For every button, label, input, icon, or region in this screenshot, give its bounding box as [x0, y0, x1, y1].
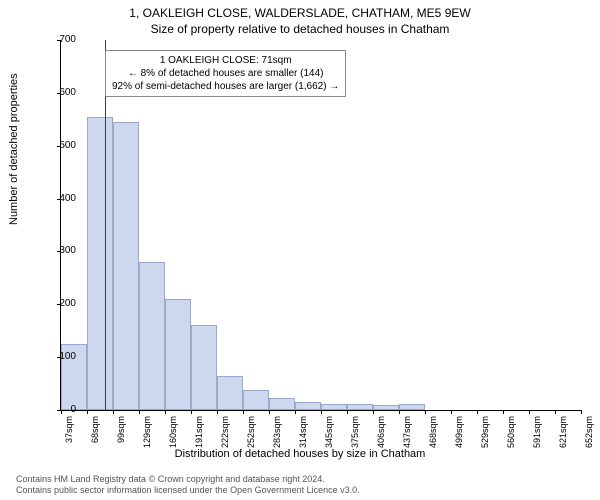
xtick-mark — [191, 410, 192, 414]
xtick-mark — [451, 410, 452, 414]
xtick-mark — [295, 410, 296, 414]
xtick-label: 499sqm — [454, 416, 464, 454]
histogram-bar — [321, 404, 347, 410]
ytick-label: 300 — [36, 245, 76, 256]
histogram-bar — [295, 402, 321, 410]
y-axis-label: Number of detached properties — [8, 73, 20, 225]
footer-attribution: Contains HM Land Registry data © Crown c… — [16, 474, 360, 497]
xtick-label: 252sqm — [246, 416, 256, 454]
xtick-label: 529sqm — [480, 416, 490, 454]
histogram-bar — [347, 404, 373, 410]
title-line1: 1, OAKLEIGH CLOSE, WALDERSLADE, CHATHAM,… — [0, 6, 600, 20]
histogram-bar — [243, 390, 269, 410]
histogram-bar — [191, 325, 217, 410]
xtick-label: 160sqm — [168, 416, 178, 454]
histogram-bar — [269, 398, 295, 410]
xtick-label: 191sqm — [194, 416, 204, 454]
xtick-mark — [87, 410, 88, 414]
annotation-line1: 1 OAKLEIGH CLOSE: 71sqm — [112, 54, 339, 67]
xtick-label: 621sqm — [558, 416, 568, 454]
annotation-box: 1 OAKLEIGH CLOSE: 71sqm← 8% of detached … — [105, 50, 346, 97]
xtick-label: 591sqm — [532, 416, 542, 454]
xtick-mark — [113, 410, 114, 414]
xtick-mark — [503, 410, 504, 414]
xtick-label: 375sqm — [350, 416, 360, 454]
xtick-mark — [321, 410, 322, 414]
xtick-label: 345sqm — [324, 416, 334, 454]
xtick-mark — [529, 410, 530, 414]
xtick-label: 468sqm — [428, 416, 438, 454]
histogram-bar — [217, 376, 243, 410]
xtick-mark — [347, 410, 348, 414]
histogram-bar — [87, 117, 113, 410]
histogram-bar — [373, 405, 399, 410]
xtick-label: 283sqm — [272, 416, 282, 454]
annotation-line3: 92% of semi-detached houses are larger (… — [112, 80, 339, 93]
xtick-mark — [581, 410, 582, 414]
footer-line2: Contains public sector information licen… — [16, 485, 360, 496]
ytick-label: 700 — [36, 34, 76, 45]
ytick-label: 500 — [36, 140, 76, 151]
ytick-label: 400 — [36, 193, 76, 204]
xtick-label: 99sqm — [116, 416, 126, 454]
xtick-mark — [477, 410, 478, 414]
title-line2: Size of property relative to detached ho… — [0, 22, 600, 36]
histogram-bar — [399, 404, 425, 410]
xtick-mark — [139, 410, 140, 414]
histogram-bar — [139, 262, 165, 410]
xtick-mark — [269, 410, 270, 414]
xtick-label: 652sqm — [584, 416, 594, 454]
xtick-label: 37sqm — [64, 416, 74, 454]
xtick-label: 129sqm — [142, 416, 152, 454]
ytick-label: 0 — [36, 404, 76, 415]
xtick-mark — [217, 410, 218, 414]
xtick-mark — [555, 410, 556, 414]
xtick-label: 437sqm — [402, 416, 412, 454]
xtick-label: 560sqm — [506, 416, 516, 454]
ytick-label: 600 — [36, 87, 76, 98]
xtick-mark — [243, 410, 244, 414]
xtick-mark — [373, 410, 374, 414]
histogram-bar — [165, 299, 191, 410]
xtick-mark — [165, 410, 166, 414]
footer-line1: Contains HM Land Registry data © Crown c… — [16, 474, 360, 485]
xtick-mark — [399, 410, 400, 414]
ytick-label: 100 — [36, 351, 76, 362]
annotation-line2: ← 8% of detached houses are smaller (144… — [112, 67, 339, 80]
xtick-label: 314sqm — [298, 416, 308, 454]
xtick-label: 406sqm — [376, 416, 386, 454]
histogram-bar — [113, 122, 139, 410]
xtick-mark — [425, 410, 426, 414]
xtick-label: 68sqm — [90, 416, 100, 454]
ytick-label: 200 — [36, 298, 76, 309]
xtick-label: 222sqm — [220, 416, 230, 454]
